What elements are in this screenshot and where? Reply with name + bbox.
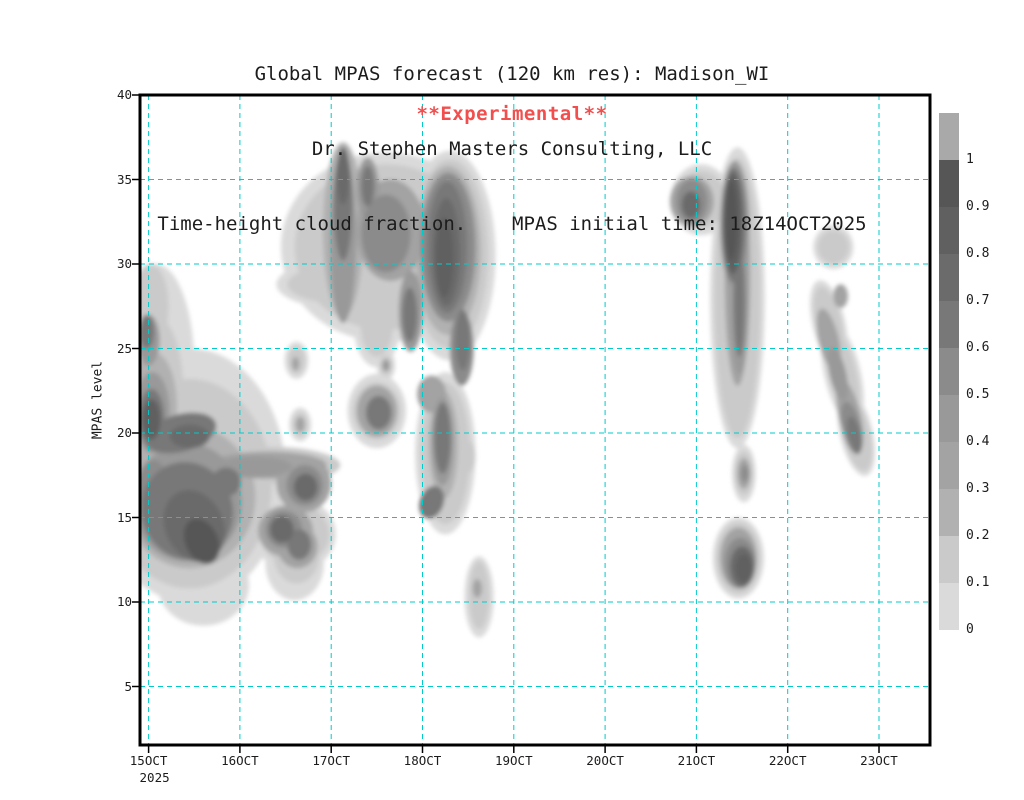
cloud-blob bbox=[211, 467, 241, 497]
colorbar-segment bbox=[939, 207, 959, 254]
colorbar-segment bbox=[939, 301, 959, 348]
colorbar-segment bbox=[939, 254, 959, 301]
colorbar-label: 0.7 bbox=[966, 293, 990, 308]
cloud-blob bbox=[295, 416, 305, 433]
cloud-blob bbox=[741, 465, 749, 483]
cloud-blob bbox=[365, 395, 392, 430]
cloud-blob bbox=[846, 416, 862, 453]
cloud-blob bbox=[681, 191, 701, 219]
cloud-blob bbox=[291, 356, 300, 371]
colorbar-label: 0.3 bbox=[966, 481, 990, 496]
cloud-blob bbox=[817, 230, 849, 264]
cloud-blob bbox=[183, 518, 220, 564]
cloud-blob bbox=[270, 515, 294, 543]
cloud-blob bbox=[169, 424, 210, 449]
cloud-blob bbox=[735, 553, 753, 583]
x-tick-label: 20OCT bbox=[586, 753, 624, 768]
colorbar-segment bbox=[939, 583, 959, 630]
colorbar-label: 0 bbox=[966, 622, 974, 637]
title-line-3: Time-height cloud fraction. MPAS initial… bbox=[157, 213, 867, 235]
x-tick-label: 18OCT bbox=[403, 753, 442, 768]
x-axis-year-label: 2025 bbox=[139, 770, 170, 785]
colorbar-label: 0.1 bbox=[966, 575, 990, 590]
colorbar-label: 1 bbox=[966, 152, 974, 167]
colorbar-segment bbox=[939, 536, 959, 583]
cloud-blob bbox=[402, 287, 418, 342]
cloud-blob bbox=[336, 147, 350, 205]
y-tick-label: 20 bbox=[116, 425, 132, 440]
y-tick-label: 35 bbox=[116, 171, 132, 187]
cloud-blob bbox=[287, 529, 312, 560]
colorbar bbox=[939, 113, 959, 630]
cloud-blob bbox=[724, 179, 738, 261]
colorbar-segment bbox=[939, 348, 959, 395]
y-tick-label: 30 bbox=[116, 256, 132, 271]
x-tick-label: 23OCT bbox=[860, 753, 898, 768]
experimental-annotation: **Experimental** bbox=[416, 103, 608, 125]
colorbar-label: 0.9 bbox=[966, 199, 990, 214]
cloud-blob bbox=[827, 347, 848, 401]
y-tick-label: 25 bbox=[116, 340, 132, 356]
x-tick-label: 21OCT bbox=[677, 753, 716, 768]
title-line-2: Dr. Stephen Masters Consulting, LLC bbox=[311, 138, 713, 160]
cloud-blob bbox=[435, 216, 454, 298]
y-tick-label: 40 bbox=[116, 87, 132, 102]
x-tick-label: 19OCT bbox=[494, 753, 533, 768]
colorbar-segment bbox=[939, 160, 959, 207]
y-tick-label: 15 bbox=[116, 509, 132, 525]
cloud-blob bbox=[293, 473, 318, 501]
x-tick-label: 17OCT bbox=[312, 753, 350, 768]
cloud-blob bbox=[434, 402, 451, 474]
cloud-blob bbox=[361, 194, 411, 273]
grid-lines bbox=[140, 95, 930, 745]
x-tick-label: 16OCT bbox=[221, 753, 259, 768]
colorbar-label: 0.8 bbox=[966, 246, 990, 261]
title-line-1: Global MPAS forecast (120 km res): Madis… bbox=[254, 63, 770, 85]
x-tick-label: 15OCT bbox=[129, 753, 168, 768]
title-block: Global MPAS forecast (120 km res): Madis… bbox=[0, 12, 1024, 287]
cloud-shading-field bbox=[140, 142, 875, 638]
cloud-blob bbox=[833, 284, 848, 308]
cloud-blob bbox=[455, 309, 470, 371]
colorbar-label: 0.2 bbox=[966, 528, 990, 543]
x-tick-label: 22OCT bbox=[768, 753, 807, 768]
colorbar-segment bbox=[939, 395, 959, 442]
cloud-blob bbox=[472, 579, 482, 598]
colorbar-segment bbox=[939, 113, 959, 160]
colorbar-label: 0.4 bbox=[966, 434, 990, 449]
cloud-blob bbox=[140, 314, 155, 349]
colorbar-segment bbox=[939, 442, 959, 489]
cloud-blob bbox=[361, 165, 375, 207]
colorbar-label: 0.6 bbox=[966, 340, 990, 355]
y-tick-label: 10 bbox=[116, 594, 132, 609]
cloud-blob bbox=[142, 399, 161, 440]
colorbar-label: 0.5 bbox=[966, 387, 990, 402]
cloud-blob bbox=[382, 359, 390, 372]
axis-ticks bbox=[132, 94, 880, 753]
y-tick-label: 5 bbox=[124, 678, 132, 694]
colorbar-segment bbox=[939, 489, 959, 536]
plot-frame bbox=[138, 93, 932, 747]
cloud-blob bbox=[419, 485, 445, 519]
